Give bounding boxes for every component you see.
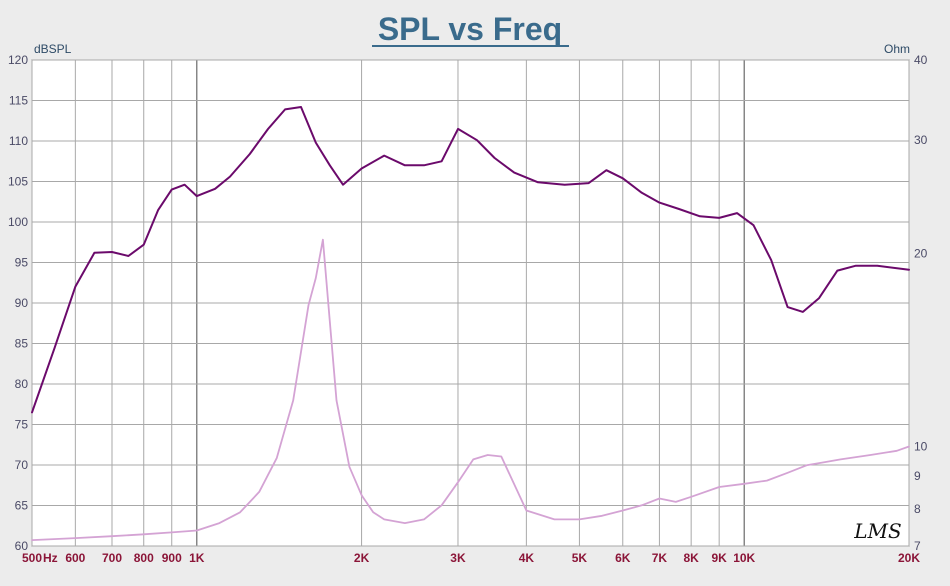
x-tick-label: 1K	[189, 551, 205, 565]
y2-tick-label: 10	[914, 440, 928, 454]
x-tick-label: 600	[65, 551, 85, 565]
x-tick-label: 800	[134, 551, 154, 565]
y-tick-label: 70	[15, 458, 29, 472]
y2-tick-label: 9	[914, 469, 921, 483]
y2-tick-label: 8	[914, 502, 921, 516]
y-tick-label: 95	[15, 256, 29, 270]
y2-tick-label: 30	[914, 133, 928, 147]
y-tick-label: 85	[15, 337, 29, 351]
x-tick-label: 6K	[615, 551, 631, 565]
y-tick-label: 65	[15, 499, 29, 513]
chart-title: SPL vs Freq	[378, 11, 562, 47]
y2-tick-label: 40	[914, 53, 928, 67]
x-tick-label: 8K	[683, 551, 699, 565]
x-tick-label: 4K	[519, 551, 535, 565]
y2-tick-label: 20	[914, 246, 928, 260]
y-tick-label: 110	[9, 134, 28, 148]
x-tick-label: 20K	[898, 551, 920, 565]
x-tick-label: Hz	[43, 551, 58, 565]
x-tick-label: 7K	[652, 551, 668, 565]
y-tick-label: 75	[15, 418, 29, 432]
x-tick-label: 9K	[711, 551, 727, 565]
y-tick-label: 100	[8, 215, 28, 229]
y-tick-label: 80	[15, 377, 29, 391]
y-tick-label: 105	[8, 175, 28, 189]
x-tick-label: 900	[162, 551, 182, 565]
x-tick-label: 500	[22, 551, 42, 565]
y-right-unit-label: Ohm	[884, 42, 910, 56]
x-tick-label: 10K	[733, 551, 755, 565]
x-tick-label: 700	[102, 551, 122, 565]
y-tick-label: 120	[8, 53, 28, 67]
y-left-unit-label: dBSPL	[34, 42, 72, 56]
lms-logo: LMS	[853, 519, 901, 543]
x-tick-label: 3K	[450, 551, 466, 565]
x-tick-label: 5K	[572, 551, 588, 565]
y-tick-label: 90	[15, 296, 29, 310]
x-tick-label: 2K	[354, 551, 370, 565]
y-tick-label: 115	[9, 94, 28, 108]
